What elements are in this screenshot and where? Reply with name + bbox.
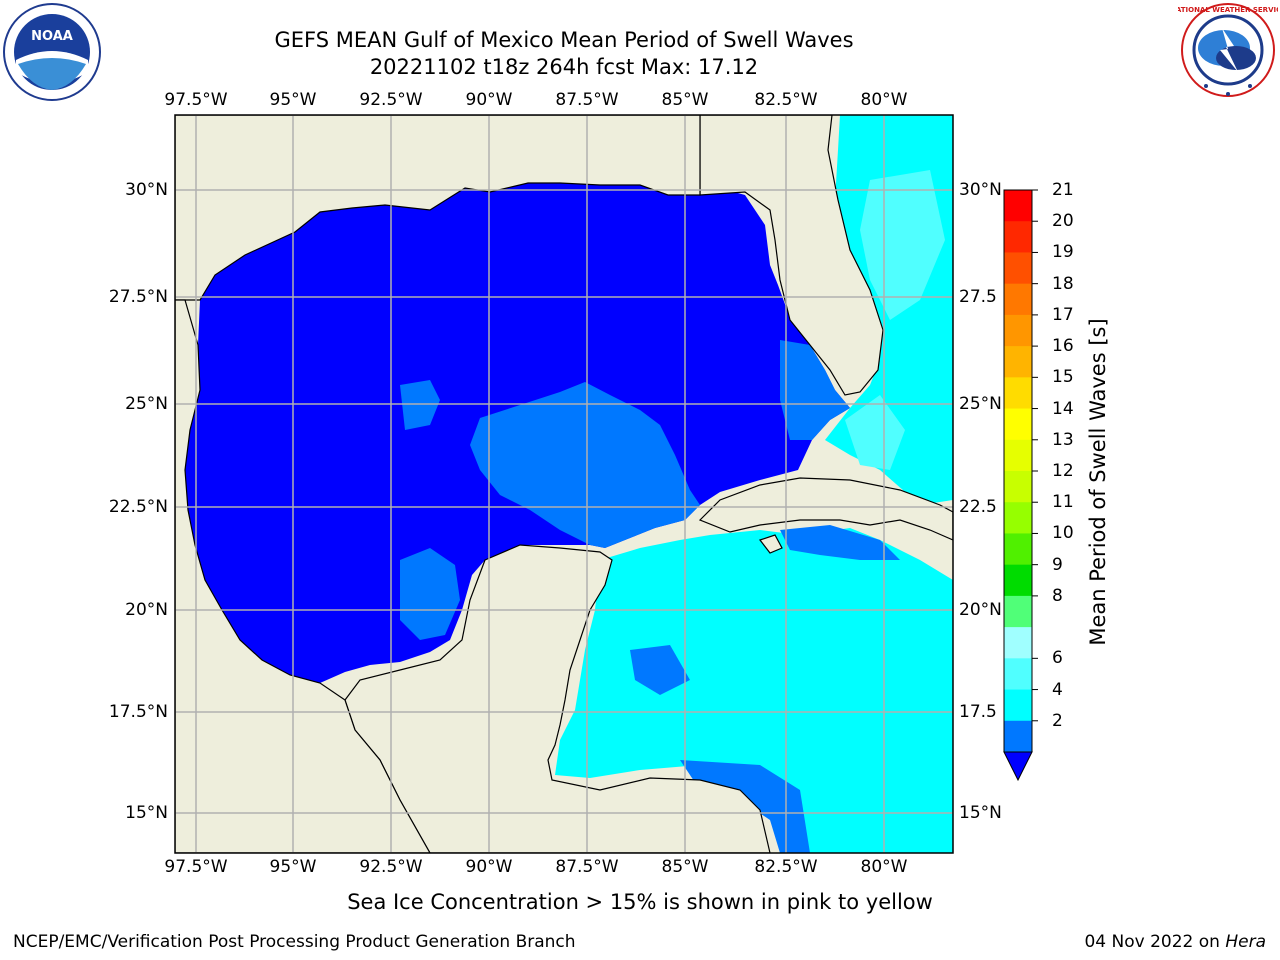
map-subtitle: 20221102 t18z 264h fcst Max: 17.12 [369,55,759,79]
lon-label-top: 87.5°W [555,90,619,110]
noaa-logo-text: NOAA [31,29,73,44]
lon-label-bottom: 80°W [860,857,908,877]
colorbar-bin [1004,658,1032,691]
colorbar-tick-label: 19 [1052,242,1074,263]
credit-text: NCEP/EMC/Verification Post Processing Pr… [13,932,576,952]
lon-label-top: 82.5°W [754,90,818,110]
lat-label-left: 15°N [125,803,168,823]
machine-name: Hera [1225,932,1266,952]
lon-label-bottom: 87.5°W [555,857,619,877]
atlantic-light-cyan-patch-2 [845,395,905,470]
lon-label-bottom: 97.5°W [164,857,228,877]
colorbar-bin [1004,502,1032,534]
colorbar-bin [1004,221,1032,253]
colorbar-bin [1004,377,1032,410]
colorbar-tick-label: 9 [1052,554,1063,575]
colorbar-bin [1004,252,1032,285]
lon-label-bottom: 90°W [465,857,513,877]
colorbar-bin [1004,720,1032,753]
colorbar-bin [1004,471,1032,503]
us-gulf-coast [175,115,701,301]
noaa-logo: NOAA [3,3,101,101]
lon-label-top: 90°W [465,90,513,110]
colorbar-bin [1004,314,1032,347]
colorbar-tick-label: 20 [1052,211,1074,232]
colorbar-bin [1004,627,1032,659]
lon-label-bottom: 92.5°W [359,857,423,877]
florida-peninsula [699,115,884,396]
lon-label-top: 97.5°W [164,90,228,110]
nws-logo-text: NATIONAL WEATHER SERVICE [1178,6,1278,14]
lat-label-left: 20°N [125,600,168,620]
atlantic-light-cyan-patch [860,170,945,320]
lon-label-top: 95°W [269,90,317,110]
map-frame [174,114,954,854]
date-stamp: 04 Nov 2022 on Hera [1084,932,1266,952]
colorbar-tick-label: 17 [1052,304,1074,325]
colorbar [1003,189,1038,782]
lon-label-bottom: 85°W [661,857,709,877]
lon-label-bottom: 95°W [269,857,317,877]
colorbar-extend-arrow [1003,751,1033,782]
colorbar-bin [1004,283,1032,316]
colorbar-tick-label: 4 [1052,679,1063,700]
colorbar-tick-label: 11 [1052,492,1074,513]
colorbar-tick-label: 6 [1052,648,1063,669]
colorbar-tick-label: 2 [1052,710,1063,731]
colorbar-tick-label: 18 [1052,273,1074,294]
colorbar-bin [1004,564,1032,597]
caribbean-medium-blue-upper [780,525,900,560]
colorbar-bin [1004,689,1032,722]
lat-label-left: 22.5°N [108,497,168,517]
colorbar-tick-label: 14 [1052,398,1074,419]
colorbar-tick-label: 10 [1052,523,1074,544]
gulf-medium-blue-patch [400,548,460,640]
lat-label-left: 25°N [125,394,168,414]
colorbar-bin [1004,408,1032,441]
colorbar-bin [1004,595,1032,628]
lon-label-top: 80°W [860,90,908,110]
map-area [175,115,953,853]
colorbar-tick-label: 8 [1052,585,1063,606]
lat-label-right: 25°N [959,394,1002,414]
lat-label-left: 17.5°N [108,702,168,722]
colorbar-bin [1004,439,1032,472]
lon-label-top: 92.5°W [359,90,423,110]
lat-label-right: 20°N [959,600,1002,620]
isla-juventud [759,534,783,554]
gulf-medium-blue-patch-2 [400,380,440,430]
yucatan-peninsula [344,544,771,853]
florida-shelf-blue [780,340,850,440]
colorbar-tick-label: 16 [1052,336,1074,357]
lat-label-right: 27.5 [959,287,997,307]
lat-label-right: 15°N [959,803,1002,823]
lat-label-right: 22.5 [959,497,997,517]
colorbar-tick-label: 12 [1052,461,1074,481]
map-title: GEFS MEAN Gulf of Mexico Mean Period of … [274,28,854,52]
lon-label-top: 85°W [661,90,709,110]
date-text: 04 Nov 2022 on [1084,932,1220,952]
sea-ice-note: Sea Ice Concentration > 15% is shown in … [347,890,933,914]
lon-label-bottom: 82.5°W [754,857,818,877]
colorbar-bin [1004,533,1032,566]
lat-label-right: 30°N [959,180,1002,200]
caribbean-blue-patch [630,645,690,695]
nws-logo: NATIONAL WEATHER SERVICE [1178,3,1278,97]
lat-label-right: 17.5 [959,702,997,722]
colorbar-bin [1004,346,1032,378]
colorbar-tick-label: 21 [1052,180,1074,200]
colorbar-tick-label: 13 [1052,429,1074,450]
lat-label-left: 27.5°N [108,287,168,307]
lat-label-left: 30°N [125,180,168,200]
colorbar-tick-label: 15 [1052,367,1074,388]
colorbar-bin [1004,190,1032,222]
graticule [175,115,953,853]
colorbar-title: Mean Period of Swell Waves [s] [1086,318,1110,646]
